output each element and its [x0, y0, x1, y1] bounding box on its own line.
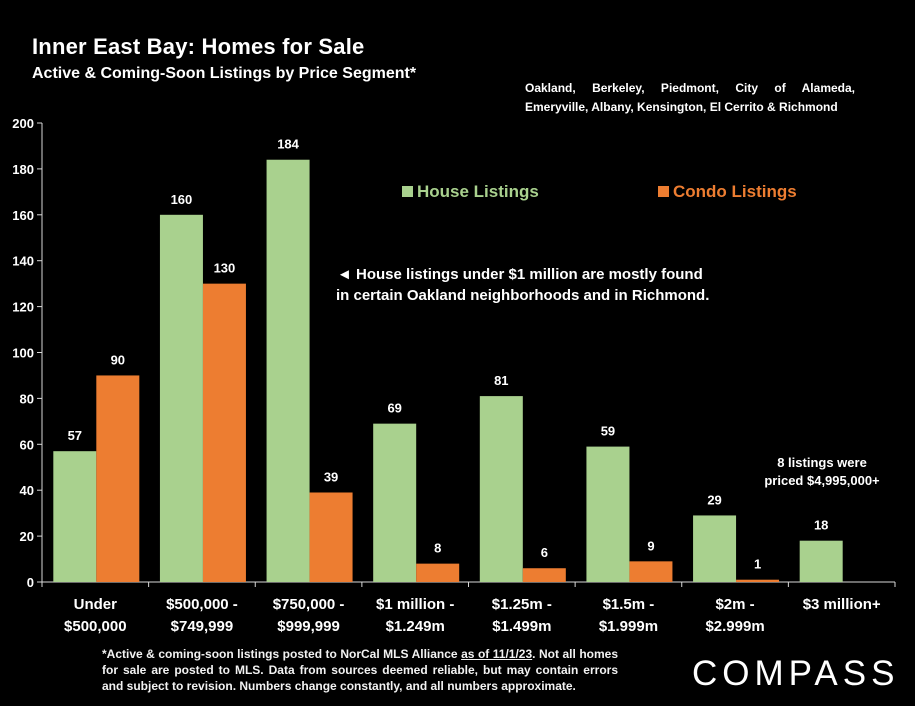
- x-tick-label: $749,999: [171, 618, 234, 635]
- y-tick-label: 80: [20, 391, 34, 406]
- data-label: 130: [214, 261, 236, 276]
- y-tick-label: 60: [20, 437, 34, 452]
- cities-note: Oakland, Berkeley, Piedmont, City of Ala…: [525, 81, 855, 114]
- condo-bar: [522, 568, 566, 582]
- y-tick-label: 160: [12, 208, 34, 223]
- y-tick-label: 180: [12, 162, 34, 177]
- y-tick-label: 200: [12, 116, 34, 131]
- house-bar: [693, 515, 737, 582]
- y-tick-label: 140: [12, 254, 34, 269]
- data-label: 57: [68, 428, 82, 443]
- y-tick-label: 20: [20, 529, 34, 544]
- data-label: 59: [601, 424, 615, 439]
- x-tick-label: $500,000 -: [166, 596, 238, 613]
- condo-bar: [309, 492, 353, 582]
- y-tick-label: 40: [20, 483, 34, 498]
- footnote-date: as of 11/1/23: [461, 647, 533, 661]
- data-label: 69: [387, 401, 401, 416]
- data-label: 81: [494, 373, 508, 388]
- chart-subtitle: Active & Coming-Soon Listings by Price S…: [32, 65, 417, 82]
- house-bar: [266, 159, 310, 582]
- x-tick-label: $500,000: [64, 618, 127, 635]
- house-bar: [53, 451, 97, 582]
- x-tick-label: $1.5m -: [603, 596, 655, 613]
- compass-logo: COMPASS: [692, 654, 900, 693]
- y-tick-label: 100: [12, 346, 34, 361]
- data-label: 6: [541, 545, 548, 560]
- condo-bar: [202, 283, 246, 582]
- legend-swatch-house: [402, 186, 413, 197]
- x-tick-label: $1.499m: [492, 618, 551, 635]
- legend-swatch-condo: [658, 186, 669, 197]
- annotation-line: in certain Oakland neighborhoods and in …: [336, 287, 709, 304]
- condo-bar: [416, 563, 460, 582]
- x-tick-label: $1.25m -: [492, 596, 552, 613]
- house-bar: [373, 423, 417, 582]
- x-tick-label: $1.999m: [599, 618, 658, 635]
- house-bar: [159, 214, 203, 583]
- x-tick-label: Under: [74, 596, 118, 613]
- data-label: 184: [277, 137, 299, 152]
- annotation-line: ◄ House listings under $1 million are mo…: [337, 266, 703, 283]
- annotation-line: priced $4,995,000+: [764, 473, 880, 488]
- chart-title: Inner East Bay: Homes for Sale: [32, 34, 365, 59]
- data-label: 9: [647, 538, 654, 553]
- footnote: *Active & coming-soon listings posted to…: [102, 646, 618, 694]
- house-bar: [479, 396, 523, 582]
- house-bar: [799, 540, 843, 582]
- data-label: 18: [814, 518, 828, 533]
- data-label: 39: [324, 469, 338, 484]
- legend-label-condo: Condo Listings: [673, 182, 797, 201]
- house-bar: [586, 446, 630, 582]
- condo-bar: [736, 579, 780, 582]
- y-tick-label: 0: [27, 575, 34, 590]
- x-tick-label: $1 million -: [376, 596, 454, 613]
- footnote-text-before: *Active & coming-soon listings posted to…: [102, 647, 462, 661]
- x-tick-label: $2m -: [715, 596, 754, 613]
- annotation-line: 8 listings were: [777, 455, 867, 470]
- x-tick-label: $750,000 -: [273, 596, 345, 613]
- data-label: 160: [171, 192, 193, 207]
- x-tick-label: $2.999m: [705, 618, 764, 635]
- legend-label-house: House Listings: [417, 182, 539, 201]
- data-label: 8: [434, 541, 441, 556]
- data-label: 29: [707, 492, 721, 507]
- data-label: 1: [754, 557, 761, 572]
- data-label: 90: [111, 352, 125, 367]
- footnote-text-after: . Not all homes for sale are posted to M…: [102, 647, 618, 693]
- condo-bar: [96, 375, 140, 582]
- x-tick-label: $1.249m: [386, 618, 445, 635]
- x-tick-label: $999,999: [277, 618, 340, 635]
- x-tick-label: $3 million+: [803, 596, 881, 613]
- condo-bar: [629, 561, 673, 582]
- y-tick-label: 120: [12, 300, 34, 315]
